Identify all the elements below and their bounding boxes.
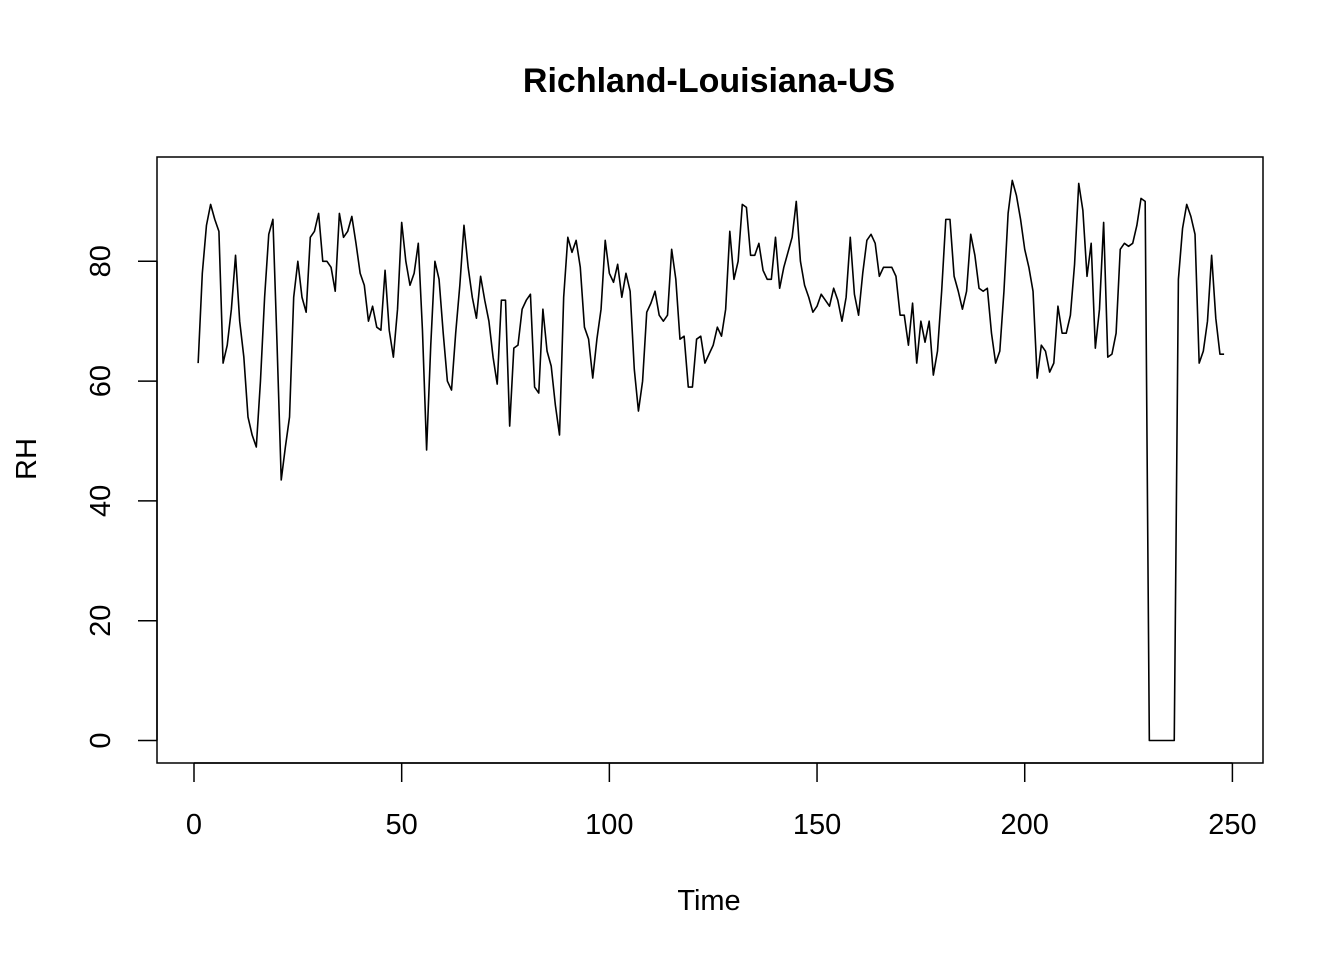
- x-tick-label: 200: [1001, 809, 1049, 841]
- y-tick-label: 0: [85, 732, 117, 748]
- chart-title: Richland-Louisiana-US: [523, 62, 895, 100]
- x-tick-label: 150: [793, 809, 841, 841]
- y-tick-label: 40: [85, 485, 117, 517]
- x-tick-label: 0: [186, 809, 202, 841]
- x-tick-label: 250: [1208, 809, 1256, 841]
- y-axis-label: RH: [11, 438, 43, 480]
- x-tick-label: 100: [585, 809, 633, 841]
- y-tick-label: 80: [85, 245, 117, 277]
- x-tick-label: 50: [386, 809, 418, 841]
- y-tick-label: 60: [85, 365, 117, 397]
- plot-frame: [156, 156, 1264, 764]
- y-tick-label: 20: [85, 605, 117, 637]
- plot-area: 0 50 100 150 200 250 0 20 40 60 80: [85, 156, 1264, 841]
- series-line: [197, 179, 1225, 742]
- x-axis-label: Time: [677, 885, 740, 917]
